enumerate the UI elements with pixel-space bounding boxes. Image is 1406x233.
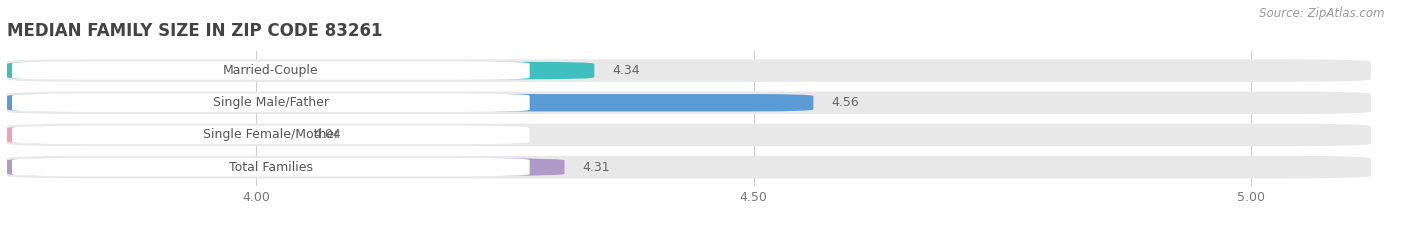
FancyBboxPatch shape — [7, 156, 1371, 178]
FancyBboxPatch shape — [7, 124, 1371, 146]
FancyBboxPatch shape — [7, 59, 1371, 82]
FancyBboxPatch shape — [7, 62, 595, 79]
Text: 4.56: 4.56 — [831, 96, 859, 109]
FancyBboxPatch shape — [13, 93, 530, 112]
FancyBboxPatch shape — [13, 158, 530, 176]
Text: MEDIAN FAMILY SIZE IN ZIP CODE 83261: MEDIAN FAMILY SIZE IN ZIP CODE 83261 — [7, 22, 382, 40]
Text: Source: ZipAtlas.com: Source: ZipAtlas.com — [1260, 7, 1385, 20]
FancyBboxPatch shape — [7, 126, 295, 144]
Text: Single Female/Mother: Single Female/Mother — [202, 128, 339, 141]
Text: Total Families: Total Families — [229, 161, 312, 174]
Text: 4.04: 4.04 — [314, 128, 342, 141]
FancyBboxPatch shape — [7, 158, 564, 176]
Text: 4.34: 4.34 — [612, 64, 640, 77]
FancyBboxPatch shape — [13, 61, 530, 80]
FancyBboxPatch shape — [13, 126, 530, 144]
FancyBboxPatch shape — [7, 94, 814, 111]
Text: Married-Couple: Married-Couple — [224, 64, 319, 77]
Text: 4.31: 4.31 — [582, 161, 610, 174]
FancyBboxPatch shape — [7, 92, 1371, 114]
Text: Single Male/Father: Single Male/Father — [212, 96, 329, 109]
